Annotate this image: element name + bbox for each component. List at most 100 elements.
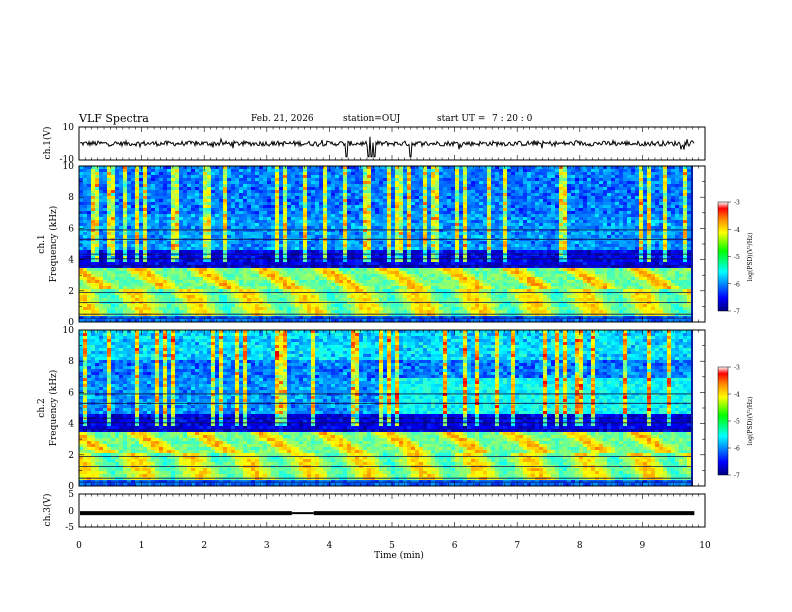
spectrogram-cell (503, 199, 507, 202)
spectrogram-cell (651, 175, 655, 178)
spectrogram-cell (499, 217, 503, 220)
spectrogram-cell (511, 217, 515, 220)
spectrogram-cell (347, 199, 351, 202)
spectrogram-cell (567, 256, 571, 259)
spectrogram-cell (451, 229, 455, 232)
spectrogram-cell (479, 229, 483, 232)
spectrogram-cell (163, 199, 167, 202)
spectrogram-cell (339, 169, 343, 172)
spectrogram-cell (319, 169, 323, 172)
spectrogram-cell (383, 184, 387, 187)
spectrogram-cell (403, 178, 407, 181)
spectrogram-cell (483, 172, 487, 175)
spectrogram-cell (135, 217, 139, 220)
spectrogram-cell (107, 199, 111, 202)
spectrogram-cell (547, 169, 551, 172)
spectrogram-cell (523, 235, 527, 238)
spectrogram-cell (187, 229, 191, 232)
spectrogram-cell (619, 181, 623, 184)
spectrogram-cell (115, 223, 119, 226)
spectrogram-cell (411, 250, 415, 253)
spectrogram-cell (263, 214, 267, 217)
spectrogram-cell (415, 169, 419, 172)
spectrogram-cell (99, 169, 103, 172)
spectrogram-cell (419, 235, 423, 238)
spectrogram-cell (251, 187, 255, 190)
spectrogram-cell (111, 217, 115, 220)
spectrogram-cell (247, 184, 251, 187)
spectrogram-cell (115, 193, 119, 196)
spectrogram-cell (367, 223, 371, 226)
spectrogram-cell (635, 217, 639, 220)
spectrogram-cell (487, 184, 491, 187)
spectrogram-cell (95, 235, 99, 238)
spectrogram-cell (343, 178, 347, 181)
spectrogram-cell (575, 223, 579, 226)
spectrogram-cell (507, 211, 511, 214)
spectrogram-cell (503, 229, 507, 232)
spectrogram-cell (651, 220, 655, 223)
spectrogram-cell (231, 247, 235, 250)
spectrogram-cell (323, 244, 327, 247)
spectrogram-cell (467, 223, 471, 226)
spectrogram-cell (235, 208, 239, 211)
spectrogram-cell (643, 241, 647, 244)
spectrogram-cell (491, 181, 495, 184)
spectrogram-cell (603, 217, 607, 220)
spectrogram-cell (299, 235, 303, 238)
spectrogram-cell (499, 199, 503, 202)
spectrogram-cell (119, 205, 123, 208)
spectrogram-cell (163, 178, 167, 181)
spectrogram-cell (647, 217, 651, 220)
spectrogram-cell (175, 241, 179, 244)
spectrogram-cell (511, 166, 515, 169)
spectrogram-cell (679, 241, 683, 244)
spectrogram-cell (463, 244, 467, 247)
spectrogram-cell (127, 172, 131, 175)
spectrogram-cell (655, 217, 659, 220)
spectrogram-cell (411, 226, 415, 229)
spectrogram-cell (115, 169, 119, 172)
spectrogram-cell (115, 196, 119, 199)
spectrogram-cell (235, 259, 239, 262)
spectrogram-cell (247, 244, 251, 247)
spectrogram-cell (239, 226, 243, 229)
spectrogram-cell (455, 235, 459, 238)
spectrogram-cell (191, 244, 195, 247)
spectrogram-cell (163, 256, 167, 259)
spectrogram-cell (263, 196, 267, 199)
spectrogram-cell (643, 190, 647, 193)
spectrogram-cell (435, 247, 439, 250)
spectrogram-cell (379, 244, 383, 247)
spectrogram-cell (375, 220, 379, 223)
spectrogram-cell (291, 244, 295, 247)
spectrogram-cell (287, 235, 291, 238)
spectrogram-cell (235, 235, 239, 238)
spectrogram-cell (523, 214, 527, 217)
spectrogram-cell (147, 166, 151, 169)
spectrogram-cell (615, 181, 619, 184)
spectrogram-cell (443, 244, 447, 247)
spectrogram-cell (427, 208, 431, 211)
spectrogram-cell (499, 169, 503, 172)
spectrogram-cell (443, 250, 447, 253)
spectrogram-cell (487, 247, 491, 250)
spectrogram-cell (571, 211, 575, 214)
spectrogram-cell (135, 226, 139, 229)
spectrogram-cell (263, 250, 267, 253)
spectrogram-cell (651, 229, 655, 232)
spectrogram-cell (227, 226, 231, 229)
spectrogram-cell (483, 166, 487, 169)
spectrogram-cell (647, 166, 651, 169)
spectrogram-cell (519, 226, 523, 229)
spectrogram-cell (671, 232, 675, 235)
spectrogram-cell (667, 250, 671, 253)
spectrogram-cell (595, 250, 599, 253)
spectrogram-cell (379, 193, 383, 196)
spectrogram-cell (639, 223, 643, 226)
spectrogram-cell (519, 184, 523, 187)
spectrogram-cell (411, 181, 415, 184)
spectrogram-cell (219, 214, 223, 217)
spectrogram-cell (211, 211, 215, 214)
spectrogram-cell (175, 193, 179, 196)
